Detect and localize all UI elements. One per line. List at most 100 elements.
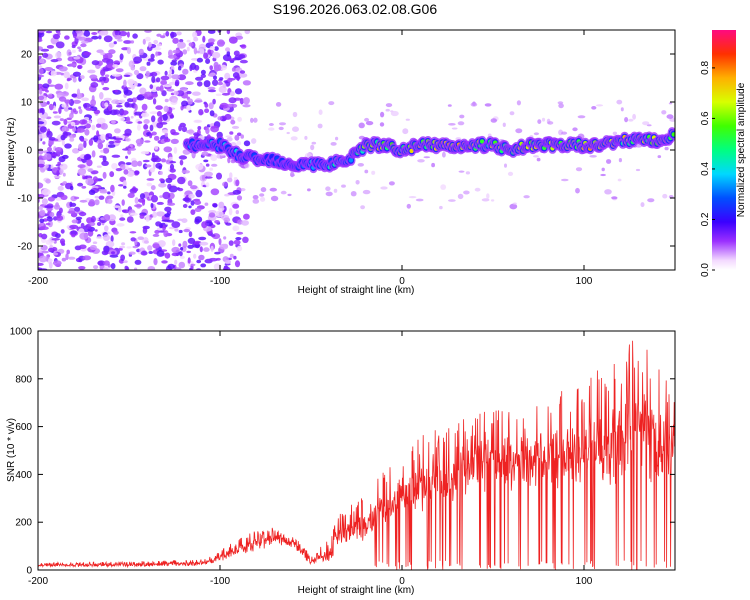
spectrogram-noise-blob <box>144 30 152 33</box>
y-tick-label: 800 <box>15 374 32 385</box>
spectrogram-noise-blob <box>290 136 298 141</box>
spectrogram-noise-blob <box>80 222 85 228</box>
spectrogram-noise-blob <box>104 225 109 232</box>
spectrogram-noise-blob <box>80 40 89 44</box>
spectrogram-noise-blob <box>126 46 131 55</box>
spectrogram-x-label: Height of straight line (km) <box>298 285 415 296</box>
spectrogram-noise-blob <box>214 220 220 224</box>
spectrogram-noise-blob <box>185 81 194 86</box>
spectrogram-noise-blob <box>48 247 55 253</box>
spectrogram-noise-blob <box>96 117 106 125</box>
spectrogram-noise-blob <box>236 73 240 82</box>
spectrogram-noise-blob <box>113 109 120 115</box>
spectrogram-noise-blob <box>38 163 45 168</box>
spectrogram-noise-blob <box>91 35 99 40</box>
colorbar-gradient <box>712 30 736 270</box>
spectrogram-noise-blob <box>228 240 234 246</box>
spectrogram-noise-blob <box>107 191 111 195</box>
spectrogram-noise-blob <box>203 159 209 163</box>
spectrogram-noise-blob <box>125 162 132 166</box>
spectrogram-noise-blob <box>177 41 186 49</box>
spectrogram-noise-blob <box>57 161 61 165</box>
spectrogram-noise-blob <box>439 205 443 210</box>
spectrogram-noise-blob <box>158 165 162 170</box>
spectrogram-noise-blob <box>169 168 176 173</box>
spectrogram-noise-blob <box>151 76 156 83</box>
spectrogram-noise-blob <box>259 193 265 197</box>
spectrogram-noise-blob <box>205 58 211 64</box>
spectrogram-noise-blob <box>99 190 108 194</box>
spectrogram-noise-blob <box>96 130 100 137</box>
spectrogram-noise-blob <box>178 125 183 132</box>
y-tick-label: 0 <box>26 566 32 577</box>
spectrogram-noise-blob <box>170 31 175 39</box>
spectrogram-noise-blob <box>537 119 542 124</box>
spectrogram-noise-blob <box>211 163 218 167</box>
spectrogram-noise-blob <box>38 30 46 33</box>
spectrogram-noise-blob <box>120 254 125 261</box>
spectrogram-ridge-cell <box>671 132 675 137</box>
spectrogram-noise-blob <box>179 251 183 257</box>
y-tick-label: 1000 <box>10 327 33 338</box>
spectrogram-noise-blob <box>189 64 193 72</box>
spectrogram-noise-blob <box>536 157 541 162</box>
spectrogram-noise-blob <box>167 54 177 59</box>
spectrogram-noise-blob <box>228 97 237 104</box>
spectrogram-noise-blob <box>151 195 158 203</box>
spectrogram-noise-blob <box>140 112 150 118</box>
spectrogram-noise-blob <box>47 146 52 152</box>
spectrogram-noise-blob <box>218 41 226 45</box>
x-tick-label: -200 <box>28 276 48 287</box>
spectrogram-noise-blob <box>116 223 125 227</box>
spectrogram-noise-blob <box>212 79 219 86</box>
spectrogram-noise-blob <box>134 170 140 175</box>
spectrogram-noise-blob <box>152 233 160 237</box>
spectrogram-noise-blob <box>176 31 182 36</box>
spectrogram-noise-blob <box>186 46 190 52</box>
spectrogram-noise-blob <box>110 120 116 124</box>
spectrogram-noise-blob <box>67 210 76 214</box>
spectrogram-noise-blob <box>75 36 82 39</box>
spectrogram-noise-blob <box>523 195 530 199</box>
spectrogram-noise-blob <box>187 244 194 249</box>
spectrogram-noise-blob <box>142 227 148 234</box>
spectrogram-noise-blob <box>39 88 43 95</box>
spectrogram-noise-blob <box>206 124 211 128</box>
colorbar-label: Normalized spectral amplitude <box>736 82 747 217</box>
spectrogram-noise-blob <box>509 111 515 116</box>
spectrogram-noise-blob <box>243 140 251 147</box>
spectrogram-noise-blob <box>199 241 209 246</box>
spectrogram-noise-blob <box>41 250 49 254</box>
spectrogram-noise-blob <box>137 124 141 131</box>
spectrogram-noise-blob <box>127 192 135 198</box>
snr-frame <box>37 330 676 571</box>
spectrogram-noise-blob <box>89 74 98 80</box>
spectrogram-noise-blob <box>317 123 323 129</box>
spectrogram-noise-blob <box>113 230 119 235</box>
spectrogram-noise-blob <box>229 172 233 179</box>
spectrogram-noise-blob <box>51 120 61 126</box>
spectrogram-noise-blob <box>117 39 123 42</box>
spectrogram-noise-blob <box>190 263 196 267</box>
spectrogram-noise-blob <box>44 205 53 209</box>
spectrogram-noise-blob <box>58 207 63 214</box>
spectrogram-noise-blob <box>207 30 216 34</box>
spectrogram-noise-blob <box>589 155 597 158</box>
spectrogram-noise-blob <box>486 193 490 200</box>
spectrogram-noise-blob <box>149 124 154 132</box>
spectrogram-noise-blob <box>470 102 478 107</box>
spectrogram-noise-blob <box>292 126 299 132</box>
spectrogram-noise-blob <box>160 75 170 81</box>
spectrogram-noise-blob <box>152 98 157 105</box>
y-tick-label: 20 <box>21 50 33 61</box>
spectrogram-noise-blob <box>141 198 146 206</box>
spectrogram-noise-blob <box>219 64 228 71</box>
x-tick-label: -100 <box>210 276 230 287</box>
spectrogram-noise-blob <box>172 239 176 247</box>
spectrogram-noise-blob <box>103 68 112 71</box>
spectrogram-noise-blob <box>388 181 395 186</box>
spectrogram-noise-blob <box>61 154 69 159</box>
spectrogram-noise-blob <box>163 84 172 88</box>
spectrogram-noise-blob <box>77 168 87 176</box>
spectrogram-noise-blob <box>179 159 184 166</box>
